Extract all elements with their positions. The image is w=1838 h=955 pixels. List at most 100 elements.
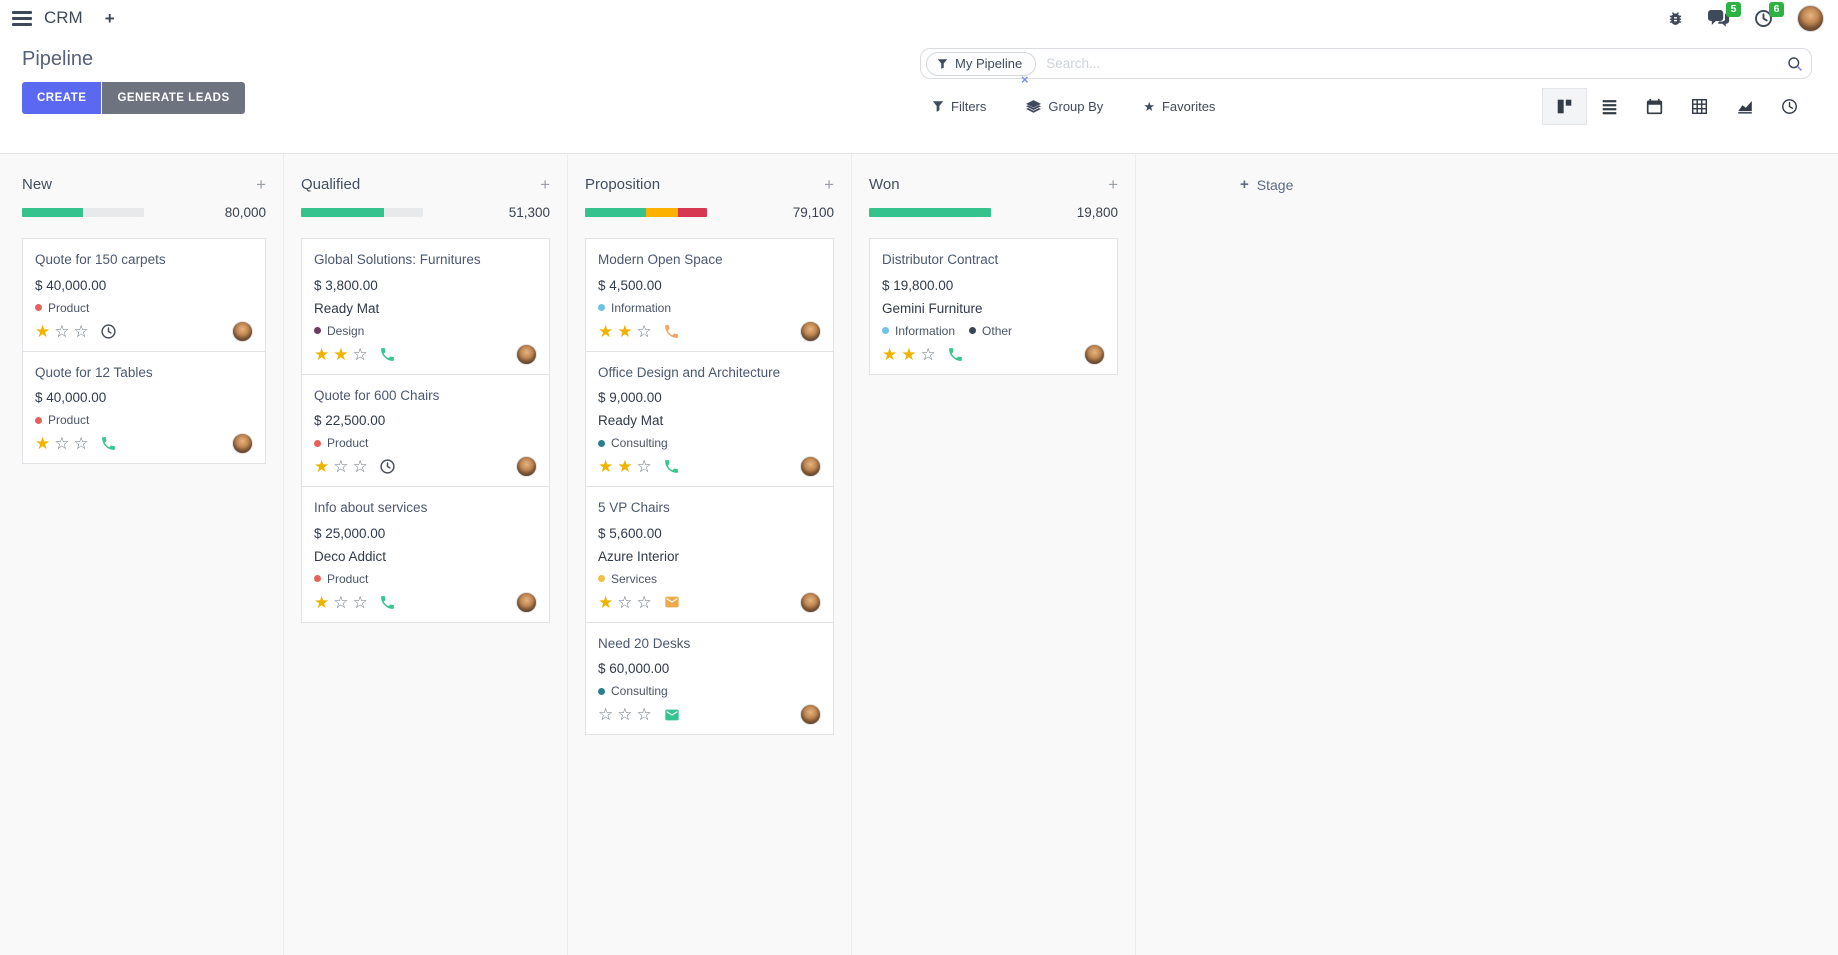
priority-star-filled-icon[interactable]: ★ — [314, 457, 330, 477]
column-progressbar[interactable] — [301, 208, 423, 217]
priority-star-filled-icon[interactable]: ★ — [598, 592, 614, 612]
activity-clock-icon[interactable] — [379, 458, 396, 475]
kanban-card[interactable]: Global Solutions: Furnitures $ 3,800.00 Re… — [301, 238, 550, 375]
activities-clock-icon[interactable]: 6 — [1754, 1, 1784, 28]
priority-star-filled-icon[interactable]: ★ — [598, 321, 614, 341]
priority-star-empty-icon[interactable]: ☆ — [352, 457, 368, 477]
priority-star-filled-icon[interactable]: ★ — [333, 344, 349, 364]
priority-star-empty-icon[interactable]: ☆ — [617, 705, 633, 725]
column-total: 51,300 — [508, 205, 550, 220]
activity-phone-icon[interactable] — [100, 435, 117, 452]
apps-menu-icon[interactable] — [12, 10, 32, 26]
kanban-column-proposition: Proposition +79,100 Modern Open Space $ 4,5… — [568, 154, 852, 955]
column-add-record-button[interactable]: + — [256, 175, 266, 194]
kanban-card[interactable]: Office Design and Architecture $ 9,000.00… — [585, 350, 834, 488]
favorites-menu-button[interactable]: ★ Favorites — [1143, 99, 1216, 114]
activity-mail-icon[interactable] — [663, 594, 681, 610]
tag-label: Product — [48, 300, 90, 315]
activity-clock-icon[interactable] — [100, 323, 117, 340]
card-title: Quote for 600 Chairs — [314, 387, 440, 403]
tag-dot-icon — [314, 327, 321, 335]
tag-dot-icon — [598, 575, 605, 583]
priority-star-filled-icon[interactable]: ★ — [35, 434, 51, 454]
search-bar[interactable]: My Pipeline × — [920, 48, 1812, 86]
priority-star-empty-icon[interactable]: ☆ — [636, 457, 652, 477]
kanban-card[interactable]: Quote for 600 Chairs $ 22,500.00 Product ★ ☆… — [301, 373, 550, 488]
kanban-card[interactable]: Quote for 150 carpets $ 40,000.00 Product ★… — [22, 238, 266, 352]
facet-remove-icon[interactable]: × — [1021, 72, 1029, 87]
add-tab-icon[interactable]: + — [104, 8, 115, 28]
priority-star-empty-icon[interactable]: ☆ — [73, 434, 89, 454]
progressbar-segment[interactable] — [677, 208, 707, 217]
kanban-card[interactable]: Quote for 12 Tables $ 40,000.00 Product ★ ☆ ☆ — [22, 350, 266, 465]
kanban-card[interactable]: Info about services $ 25,000.00 Deco Addic… — [301, 486, 550, 623]
card-list: Global Solutions: Furnitures $ 3,800.00 Re… — [301, 238, 550, 623]
column-progressbar[interactable] — [869, 208, 991, 217]
column-add-record-button[interactable]: + — [1108, 175, 1118, 194]
activity-phone-icon[interactable] — [663, 323, 680, 340]
group-by-menu-button[interactable]: Group By — [1026, 99, 1103, 114]
graph-view-button[interactable] — [1722, 88, 1767, 125]
column-add-record-button[interactable]: + — [540, 175, 550, 194]
priority-star-empty-icon[interactable]: ☆ — [54, 321, 70, 341]
priority-star-empty-icon[interactable]: ☆ — [636, 592, 652, 612]
add-stage-button[interactable]: + Stage — [1240, 176, 1294, 193]
priority-star-empty-icon[interactable]: ☆ — [636, 321, 652, 341]
priority-star-filled-icon[interactable]: ★ — [598, 457, 614, 477]
card-tags: Product — [35, 413, 253, 427]
generate-leads-button[interactable]: GENERATE LEADS — [102, 82, 245, 114]
card-expected-revenue: $ 4,500.00 — [598, 277, 662, 293]
create-button[interactable]: CREATE — [22, 82, 102, 114]
progressbar-segment[interactable] — [301, 208, 384, 217]
activity-phone-icon[interactable] — [379, 594, 396, 611]
messages-icon[interactable]: 5 — [1708, 1, 1741, 28]
priority-star-empty-icon[interactable]: ☆ — [617, 592, 633, 612]
priority-star-filled-icon[interactable]: ★ — [617, 321, 633, 341]
priority-star-filled-icon[interactable]: ★ — [314, 592, 330, 612]
app-name-menu[interactable]: CRM — [44, 8, 83, 27]
kanban-card[interactable]: Distributor Contract $ 19,800.00 Gemini Fu… — [869, 238, 1118, 375]
column-progressbar[interactable] — [585, 208, 707, 217]
priority-star-filled-icon[interactable]: ★ — [882, 344, 898, 364]
debug-bug-icon[interactable] — [1667, 10, 1684, 27]
activities-badge: 6 — [1769, 1, 1784, 18]
activity-mail-icon[interactable] — [663, 707, 681, 723]
kanban-view-button[interactable] — [1542, 88, 1587, 125]
search-icon[interactable] — [1787, 56, 1803, 72]
priority-star-filled-icon[interactable]: ★ — [617, 457, 633, 477]
priority-star-empty-icon[interactable]: ☆ — [636, 705, 652, 725]
priority-star-empty-icon[interactable]: ☆ — [73, 321, 89, 341]
user-avatar[interactable] — [1797, 4, 1824, 32]
priority-star-empty-icon[interactable]: ☆ — [598, 705, 614, 725]
priority-star-filled-icon[interactable]: ★ — [314, 344, 330, 364]
activity-view-button[interactable] — [1767, 88, 1812, 125]
activity-phone-icon[interactable] — [663, 458, 680, 475]
column-progressbar[interactable] — [22, 208, 144, 217]
search-facet-chip[interactable]: My Pipeline — [926, 51, 1037, 76]
activity-phone-icon[interactable] — [947, 346, 964, 363]
kanban-card[interactable]: Modern Open Space $ 4,500.00 Information ★ ★… — [585, 238, 834, 352]
priority-star-empty-icon[interactable]: ☆ — [352, 592, 368, 612]
filters-menu-button[interactable]: Filters — [932, 99, 986, 114]
salesperson-avatar — [516, 343, 537, 365]
priority-star-empty-icon[interactable]: ☆ — [333, 592, 349, 612]
priority-star-filled-icon[interactable]: ★ — [901, 344, 917, 364]
kanban-card[interactable]: 5 VP Chairs $ 5,600.00 Azure Interior Servi… — [585, 486, 834, 623]
priority-star-empty-icon[interactable]: ☆ — [920, 344, 936, 364]
priority-star-empty-icon[interactable]: ☆ — [54, 434, 70, 454]
search-input[interactable] — [1036, 56, 1787, 71]
kanban-card[interactable]: Need 20 Desks $ 60,000.00 Consulting ☆ ☆ ☆ — [585, 621, 834, 736]
priority-star-filled-icon[interactable]: ★ — [35, 321, 51, 341]
progressbar-segment[interactable] — [22, 208, 83, 217]
column-progress-row: 19,800 — [869, 205, 1118, 220]
progressbar-segment[interactable] — [585, 208, 646, 217]
column-add-record-button[interactable]: + — [824, 175, 834, 194]
activity-phone-icon[interactable] — [379, 346, 396, 363]
pivot-view-button[interactable] — [1677, 88, 1722, 125]
progressbar-segment[interactable] — [646, 208, 678, 217]
progressbar-segment[interactable] — [869, 208, 991, 217]
list-view-button[interactable] — [1587, 88, 1632, 125]
calendar-view-button[interactable] — [1632, 88, 1677, 125]
priority-star-empty-icon[interactable]: ☆ — [352, 344, 368, 364]
priority-star-empty-icon[interactable]: ☆ — [333, 457, 349, 477]
